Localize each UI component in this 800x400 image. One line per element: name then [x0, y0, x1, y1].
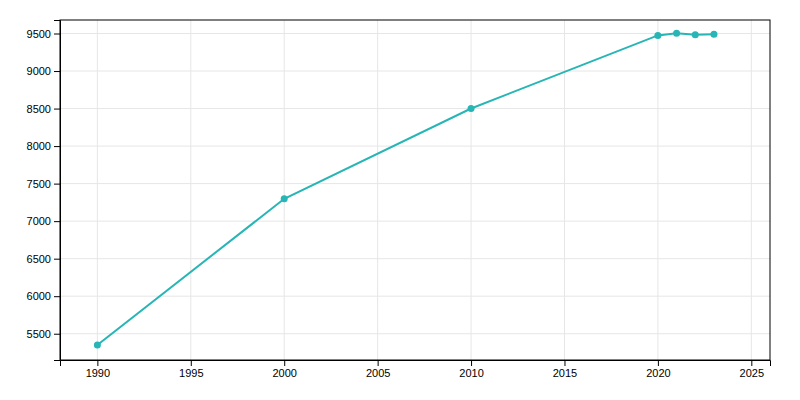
tick-label: 8500: [27, 103, 51, 115]
tick: 2010: [459, 360, 483, 379]
tick: 7000: [27, 215, 60, 227]
grid-line: [60, 221, 770, 222]
point: [94, 341, 101, 348]
plot-frame: [60, 20, 770, 360]
tick: 7500: [27, 178, 60, 190]
tick-mark: [564, 360, 565, 366]
tick-label: 2000: [272, 367, 296, 379]
tick: 2000: [272, 360, 296, 379]
tick: 2005: [366, 360, 390, 379]
tick-label: 8000: [27, 140, 51, 152]
tick-label: 1990: [86, 367, 110, 379]
tick: 2015: [553, 360, 577, 379]
tick-label: 7500: [27, 178, 51, 190]
marks: [94, 30, 718, 349]
tick-label: 2020: [646, 367, 670, 379]
tick-label: 6000: [27, 290, 51, 302]
point: [710, 31, 717, 38]
grid: [60, 20, 770, 360]
tick-mark: [54, 296, 60, 297]
tick-label: 9500: [27, 28, 51, 40]
tick-mark: [54, 71, 60, 72]
tick: 9500: [27, 28, 60, 40]
grid-line: [60, 108, 770, 109]
grid-line: [60, 183, 770, 184]
tick-mark: [54, 334, 60, 335]
tick-label: 7000: [27, 215, 51, 227]
y-axis: 5500 6000 6500 7000 7500 8000 8500 9000 9500: [27, 21, 61, 361]
tick: 9000: [27, 65, 60, 77]
axis-line: [61, 361, 771, 367]
tick: 1990: [86, 360, 110, 379]
grid-line: [60, 258, 770, 259]
tick: 1995: [179, 360, 203, 379]
tick-label: 2005: [366, 367, 390, 379]
grid-line: [60, 71, 770, 72]
tick-mark: [54, 146, 60, 147]
tick-mark: [54, 221, 60, 222]
tick-label: 6500: [27, 253, 51, 265]
tick-label: 9000: [27, 65, 51, 77]
tick: 6500: [27, 253, 60, 265]
plot-area: 1990 1995 2000 2005 2010 2015 2020 2025 5500 6000…: [27, 20, 771, 379]
axis-line: [54, 21, 61, 361]
tick-label: 1995: [179, 367, 203, 379]
tick: 6000: [27, 290, 60, 302]
tick-label: 2025: [740, 367, 764, 379]
x-axis: 1990 1995 2000 2005 2010 2015 2020 2025: [61, 360, 771, 379]
tick: 2020: [646, 360, 670, 379]
tick-mark: [54, 259, 60, 260]
tick-label: 2010: [459, 367, 483, 379]
tick-mark: [54, 109, 60, 110]
tick: 5500: [27, 328, 60, 340]
tick: 2025: [740, 360, 764, 379]
tick: 8500: [27, 103, 60, 115]
point: [468, 105, 475, 112]
tick-mark: [751, 360, 752, 366]
tick: 8000: [27, 140, 60, 152]
tick-mark: [378, 360, 379, 366]
grid-line: [60, 296, 770, 297]
tick-label: 2015: [553, 367, 577, 379]
tick-mark: [54, 34, 60, 35]
tick-mark: [97, 360, 98, 366]
tick-label: 5500: [27, 328, 51, 340]
line: [97, 33, 714, 345]
point: [281, 195, 288, 202]
point: [673, 30, 680, 37]
tick-mark: [284, 360, 285, 366]
tick-mark: [471, 360, 472, 366]
tick-mark: [54, 184, 60, 185]
chart: 1990 1995 2000 2005 2010 2015 2020 2025 5500 6000…: [0, 0, 800, 400]
tick-mark: [658, 360, 659, 366]
grid-line: [60, 333, 770, 334]
point: [692, 31, 699, 38]
grid-line: [60, 146, 770, 147]
tick-mark: [191, 360, 192, 366]
point: [654, 32, 661, 39]
